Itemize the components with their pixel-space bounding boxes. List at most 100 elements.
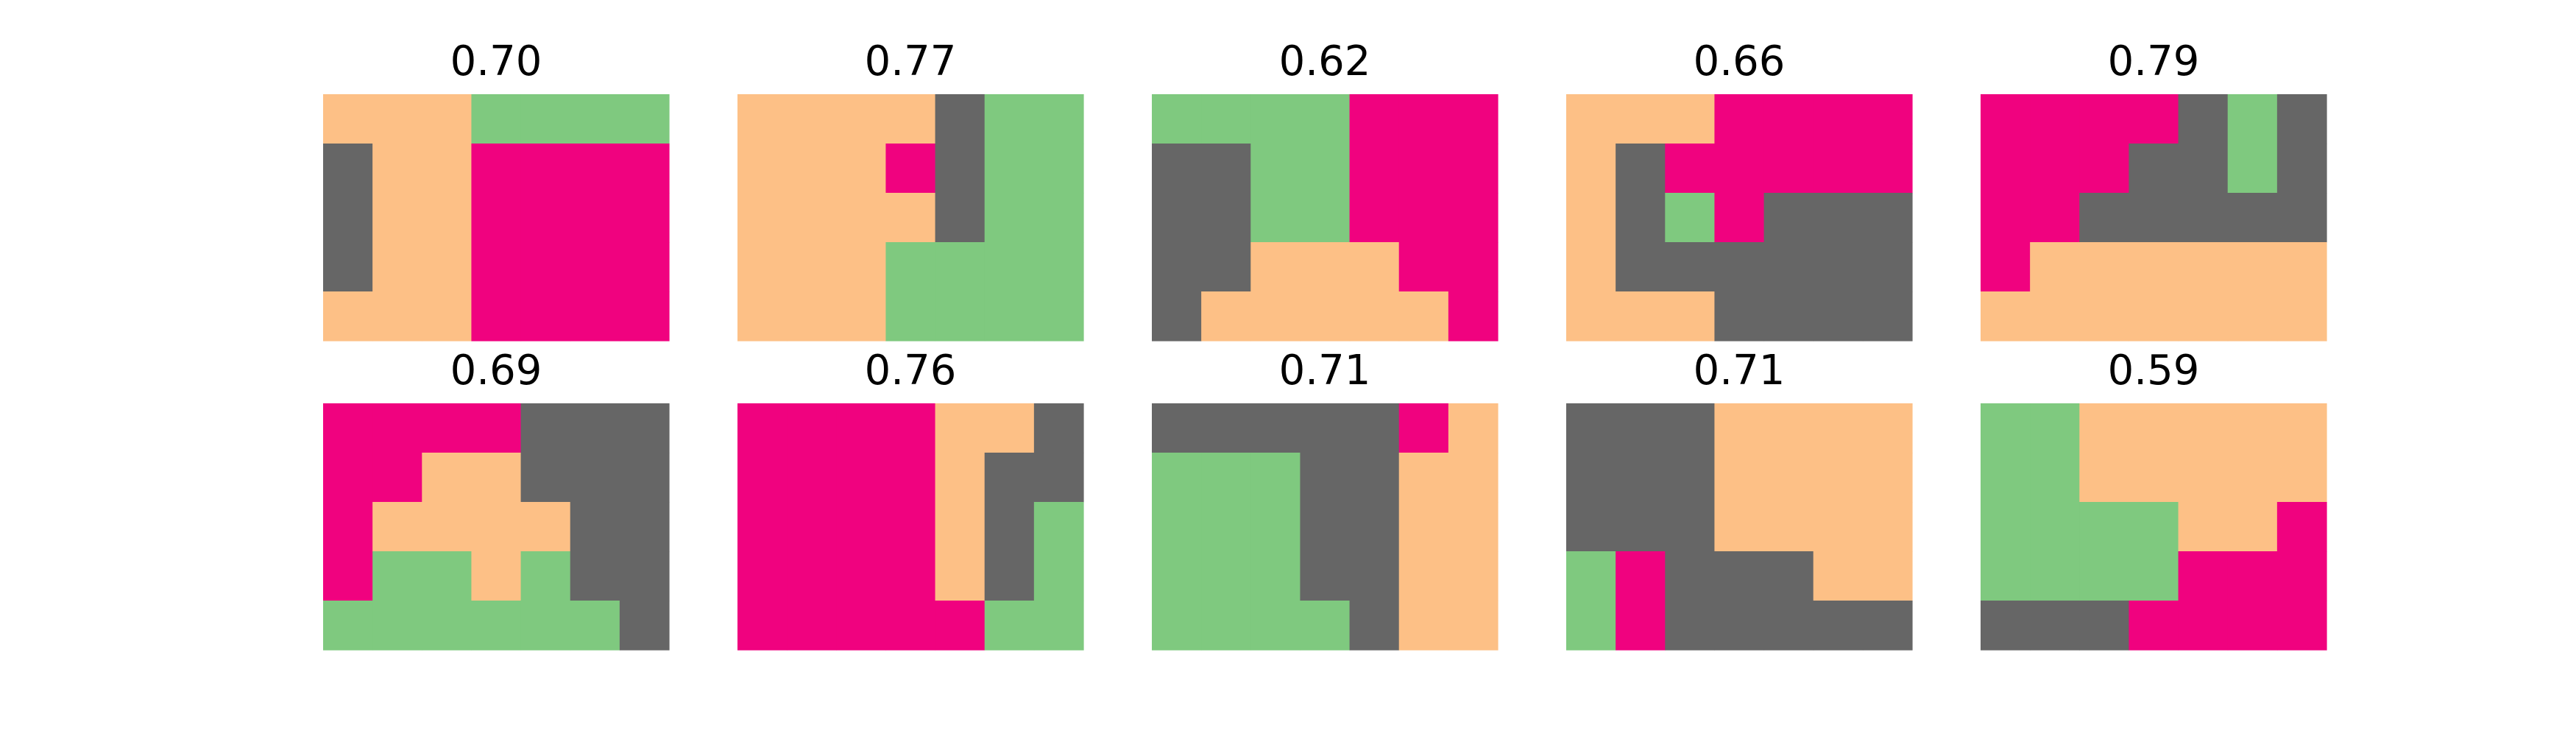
heatmap-cell bbox=[1300, 291, 1351, 342]
heatmap-cell bbox=[1566, 94, 1616, 144]
heatmap-panel: 0.77 bbox=[737, 38, 1084, 342]
heatmap-cell bbox=[2227, 601, 2278, 651]
heatmap-cell bbox=[520, 144, 571, 194]
heatmap-cell bbox=[984, 193, 1035, 243]
heatmap-cell bbox=[787, 551, 837, 601]
heatmap-cell bbox=[372, 242, 422, 292]
heatmap-panel: 0.62 bbox=[1152, 38, 1498, 342]
heatmap-cell bbox=[885, 242, 936, 292]
heatmap-cell bbox=[787, 403, 837, 453]
heatmap-cell bbox=[2079, 291, 2130, 342]
heatmap-cell bbox=[1349, 193, 1400, 243]
heatmap-cell bbox=[323, 242, 373, 292]
heatmap-cell bbox=[1566, 601, 1616, 651]
heatmap-cell bbox=[1763, 144, 1814, 194]
heatmap-cell bbox=[984, 94, 1035, 144]
heatmap-cell bbox=[1981, 551, 2031, 601]
heatmap-cell bbox=[570, 144, 620, 194]
heatmap-cell bbox=[372, 291, 422, 342]
heatmap-cell bbox=[1862, 551, 1913, 601]
heatmap-cell bbox=[422, 453, 473, 503]
heatmap-cell bbox=[984, 601, 1035, 651]
heatmap-cell bbox=[1250, 551, 1301, 601]
heatmap-cell bbox=[1201, 242, 1251, 292]
heatmap-cell bbox=[323, 291, 373, 342]
heatmap-cell bbox=[984, 551, 1035, 601]
heatmap-cell bbox=[1813, 453, 1864, 503]
heatmap-cell bbox=[984, 291, 1035, 342]
heatmap-cell bbox=[1152, 242, 1202, 292]
heatmap-cell bbox=[1862, 403, 1913, 453]
heatmap-cell bbox=[1250, 242, 1301, 292]
heatmap-cell bbox=[619, 502, 670, 552]
heatmap-cell bbox=[570, 291, 620, 342]
heatmap-cell bbox=[570, 193, 620, 243]
heatmap-panel: 0.66 bbox=[1566, 38, 1913, 342]
heatmap-cell bbox=[1566, 502, 1616, 552]
heatmap-cell bbox=[737, 94, 788, 144]
heatmap-cell bbox=[1981, 453, 2031, 503]
heatmap-cell bbox=[1714, 242, 1765, 292]
heatmap-cell bbox=[787, 144, 837, 194]
heatmap-cell bbox=[1616, 144, 1666, 194]
heatmap-cell bbox=[885, 94, 936, 144]
panel-title: 0.69 bbox=[450, 347, 542, 394]
heatmap-cell bbox=[1714, 403, 1765, 453]
heatmap-cell bbox=[1201, 193, 1251, 243]
heatmap-cell bbox=[1566, 291, 1616, 342]
heatmap-panel: 0.79 bbox=[1981, 38, 2327, 342]
heatmap-cell bbox=[1862, 502, 1913, 552]
heatmap-cell bbox=[2079, 242, 2130, 292]
heatmap-cell bbox=[836, 193, 887, 243]
heatmap-cell bbox=[737, 193, 788, 243]
heatmap-cell bbox=[885, 453, 936, 503]
heatmap-cell bbox=[2129, 291, 2179, 342]
heatmap-cell bbox=[520, 94, 571, 144]
heatmap-cell bbox=[885, 601, 936, 651]
heatmap-cell bbox=[1566, 193, 1616, 243]
heatmap-cell bbox=[1862, 291, 1913, 342]
heatmap-cell bbox=[520, 291, 571, 342]
heatmap-cell bbox=[1862, 242, 1913, 292]
heatmap-cell bbox=[619, 291, 670, 342]
heatmap-cell bbox=[1152, 502, 1202, 552]
heatmap-cell bbox=[1033, 291, 1084, 342]
heatmap-cell bbox=[836, 601, 887, 651]
heatmap-cell bbox=[471, 144, 522, 194]
heatmap-cell bbox=[1665, 403, 1716, 453]
heatmap-cell bbox=[1981, 242, 2031, 292]
heatmap-cell bbox=[1448, 94, 1498, 144]
heatmap-cell bbox=[787, 453, 837, 503]
heatmap-cell bbox=[1714, 291, 1765, 342]
heatmap-cell bbox=[2030, 291, 2080, 342]
heatmap-cell bbox=[2276, 193, 2327, 243]
heatmap-cell bbox=[570, 453, 620, 503]
heatmap-cell bbox=[1763, 193, 1814, 243]
heatmap-cell bbox=[1714, 144, 1765, 194]
heatmap-cell bbox=[471, 453, 522, 503]
heatmap-cell bbox=[323, 94, 373, 144]
heatmap-cell bbox=[2129, 144, 2179, 194]
heatmap-cell bbox=[1201, 94, 1251, 144]
heatmap-cell bbox=[1665, 453, 1716, 503]
heatmap-cell bbox=[520, 193, 571, 243]
heatmap-cell bbox=[471, 403, 522, 453]
heatmap-cell bbox=[1813, 242, 1864, 292]
heatmap-cell bbox=[1300, 453, 1351, 503]
heatmap-cell bbox=[2079, 144, 2130, 194]
heatmap-cell bbox=[1566, 242, 1616, 292]
heatmap-cell bbox=[422, 144, 473, 194]
heatmap-cell bbox=[422, 502, 473, 552]
heatmap-cell bbox=[1981, 601, 2031, 651]
heatmap-cell bbox=[1300, 144, 1351, 194]
heatmap-cell bbox=[1448, 601, 1498, 651]
heatmap-cell bbox=[1033, 193, 1084, 243]
heatmap-cell bbox=[1981, 144, 2031, 194]
heatmap-cell bbox=[323, 403, 373, 453]
heatmap-cell bbox=[1250, 601, 1301, 651]
heatmap-cell bbox=[520, 453, 571, 503]
heatmap-cell bbox=[471, 502, 522, 552]
heatmap-cell bbox=[1862, 193, 1913, 243]
heatmap-cell bbox=[1398, 193, 1449, 243]
heatmap-cell bbox=[323, 601, 373, 651]
